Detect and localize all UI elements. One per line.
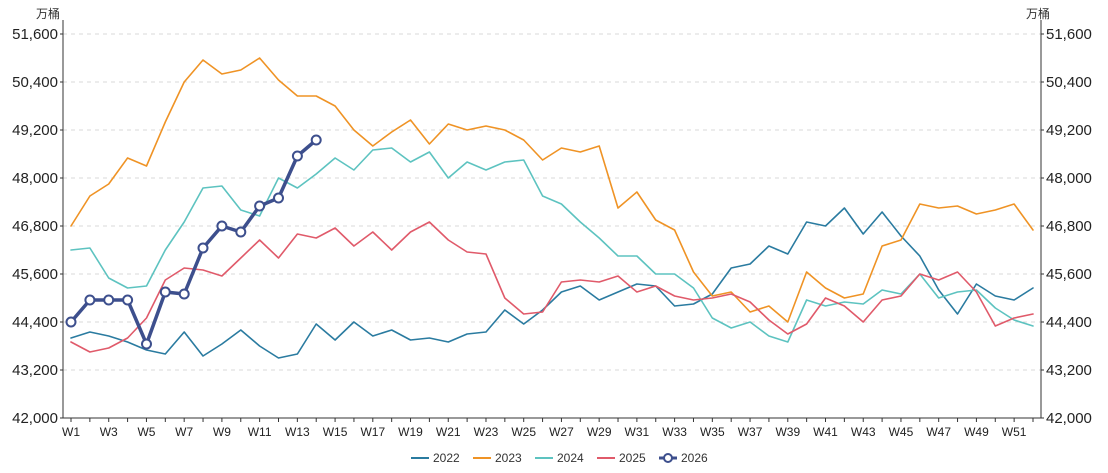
legend-item-2022[interactable]: 2022 [411,451,460,465]
legend-label: 2024 [557,451,584,465]
y-tick-label-left: 49,200 [12,122,58,139]
legend-label: 2023 [495,451,522,465]
x-tick-label: W17 [360,425,385,439]
x-tick-label: W49 [964,425,989,439]
y-tick-label-left: 43,200 [12,362,58,379]
y-tick-label-right: 51,600 [1046,26,1092,43]
y-tick-label-right: 46,800 [1046,218,1092,235]
x-tick-label: W9 [213,425,231,439]
y-tick-label-right: 45,600 [1046,266,1092,283]
series-line-2024 [70,147,1034,343]
x-tick-label: W1 [62,425,80,439]
series-line-2023 [70,57,1034,323]
legend-item-2023[interactable]: 2023 [473,451,522,465]
series-2025 [70,221,1034,353]
y-tick-label-right: 44,400 [1046,314,1092,331]
series-line-2022 [70,207,1034,359]
x-tick-label: W7 [175,425,193,439]
data-point-2026 [235,226,247,238]
legend-item-2025[interactable]: 2025 [597,451,646,465]
x-tick-label: W19 [398,425,423,439]
x-tick-label: W33 [662,425,687,439]
y-axis-unit-left: 万桶 [36,6,60,21]
x-tick-label: W51 [1002,425,1027,439]
y-tick-label-left: 48,000 [12,170,58,187]
data-point-2026 [254,200,266,212]
series-2022 [70,207,1034,359]
x-tick-label: W13 [285,425,310,439]
data-point-2026 [197,242,209,254]
legend-item-2024[interactable]: 2024 [535,451,584,465]
series-line-2026 [69,138,318,346]
y-tick-label-right: 42,000 [1046,410,1092,427]
series-2023 [70,57,1034,323]
data-point-2026 [141,338,152,350]
y-tick-label-left: 42,000 [12,410,58,427]
legend-marker [663,453,673,463]
x-tick-label: W11 [248,425,272,439]
data-point-2026 [273,192,284,204]
y-tick-label-left: 45,600 [12,266,58,283]
x-tick-label: W23 [474,425,499,439]
x-tick-label: W35 [700,425,725,439]
grid-lines [63,33,1041,371]
y-axis-unit-right: 万桶 [1026,6,1050,21]
y-tick-label-right: 50,400 [1046,74,1092,91]
x-tick-label: W15 [323,425,348,439]
data-point-2026 [216,220,228,232]
legend-label: 2025 [619,451,646,465]
legend: 2022 2023 2024 2025 2026 [411,451,708,465]
x-tick-label: W41 [813,425,838,439]
series-lines [65,57,1034,359]
data-point-2026 [159,286,171,298]
data-point-2026 [65,316,77,328]
x-tick-label: W47 [926,425,951,439]
x-tick-label: W3 [100,425,118,439]
data-point-2026 [178,288,190,300]
y-tick-label-left: 46,800 [12,218,58,235]
y-tick-label-left: 50,400 [12,74,58,91]
data-point-2026 [122,294,134,306]
x-tick-label: W43 [851,425,876,439]
y-tick-label-right: 49,200 [1046,122,1092,139]
y-tick-label-right: 48,000 [1046,170,1092,187]
data-point-2026 [310,134,322,146]
y-tick-label-left: 44,400 [12,314,58,331]
legend-item-2026[interactable]: 2026 [659,451,708,465]
legend-label: 2022 [433,451,460,465]
y-tick-label-left: 51,600 [12,26,58,43]
series-line-2025 [70,221,1034,353]
data-point-2026 [84,294,96,306]
data-point-2026 [291,150,303,162]
x-tick-label: W5 [137,425,155,439]
x-tick-label: W39 [775,425,800,439]
x-tick-label: W37 [738,425,763,439]
axes: 42,000 42,000 43,200 43,200 44,400 44,400 45,6… [12,6,1092,439]
data-point-2026 [103,294,115,306]
legend-label: 2026 [681,451,708,465]
x-tick-label: W31 [625,425,650,439]
x-tick-label: W27 [549,425,574,439]
x-tick-label: W29 [587,425,612,439]
x-tick-label: W45 [889,425,914,439]
series-2026 [65,134,322,350]
x-tick-label: W25 [511,425,536,439]
x-tick-label: W21 [436,425,461,439]
series-2024 [70,147,1034,343]
y-tick-label-right: 43,200 [1046,362,1092,379]
